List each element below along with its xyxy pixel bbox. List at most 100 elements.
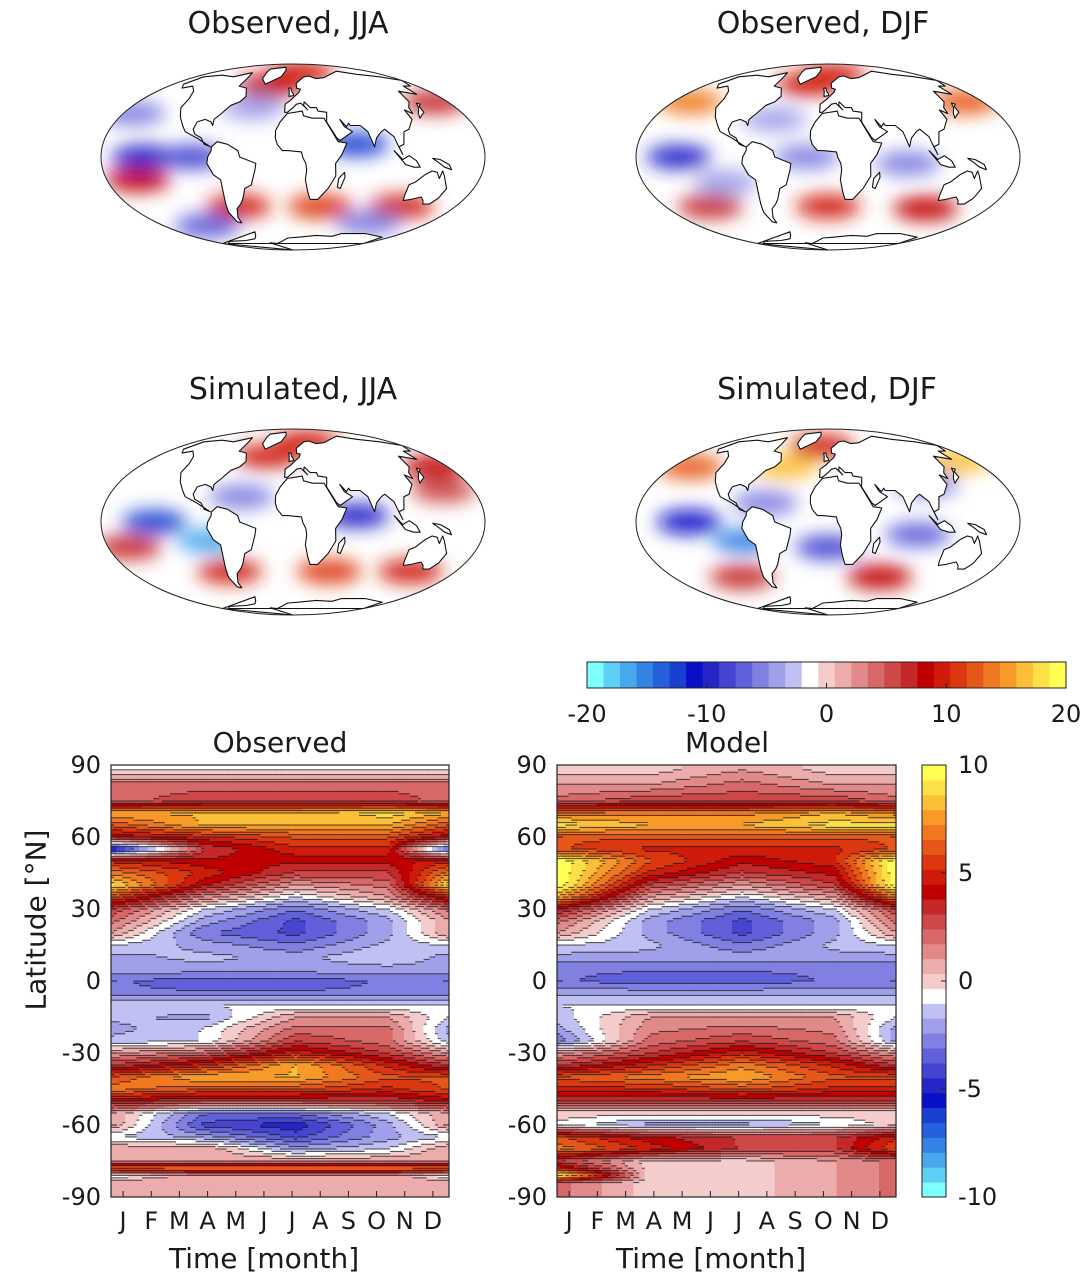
contour-segment — [184, 898, 188, 900]
contour-segment — [164, 874, 168, 876]
contour-segment — [220, 1102, 224, 1104]
contour-segment — [136, 838, 140, 840]
contour-segment — [178, 894, 182, 896]
contour-segment — [184, 846, 188, 848]
contour-segment — [209, 1074, 213, 1076]
contour-segment — [195, 994, 199, 996]
contour-segment — [175, 810, 179, 812]
contour-segment — [203, 1160, 208, 1162]
contour-segment — [113, 826, 117, 828]
contour-segment — [125, 937, 129, 939]
contour-segment — [189, 1064, 193, 1066]
contour-segment — [218, 1069, 222, 1071]
contour-segment — [125, 1179, 129, 1181]
contour-segment — [206, 1064, 210, 1066]
contour-segment — [130, 1167, 134, 1169]
contour-segment — [175, 1105, 179, 1107]
contour-segment — [212, 831, 216, 833]
contour-segment — [178, 858, 182, 860]
contour-segment — [172, 834, 177, 836]
contour-segment — [153, 925, 157, 927]
contour-segment — [172, 1102, 177, 1104]
contour-segment — [147, 853, 151, 855]
contour-segment — [164, 1174, 168, 1176]
contour-segment — [203, 1146, 208, 1148]
hovmoller-cell — [111, 827, 137, 831]
hovmoller-cell — [184, 877, 205, 881]
contour-segment — [218, 1165, 222, 1167]
contour-segment — [158, 915, 162, 917]
contour-segment — [147, 843, 151, 845]
contour-segment — [150, 1105, 154, 1107]
contour-segment — [158, 769, 162, 771]
contour-segment — [218, 769, 222, 771]
contour-segment — [119, 939, 123, 941]
map-anomaly-blob — [646, 144, 712, 170]
contour-segment — [136, 1095, 140, 1097]
contour-segment — [116, 805, 120, 807]
contour-segment — [184, 1105, 188, 1107]
contour-segment — [127, 903, 132, 905]
contour-segment — [130, 1126, 134, 1128]
contour-segment — [175, 807, 179, 809]
hovmoller-cell — [440, 882, 447, 886]
contour-segment — [223, 903, 227, 905]
hovmoller-cell — [136, 873, 166, 876]
hovmoller-cell — [111, 882, 115, 886]
contour-segment — [161, 930, 165, 932]
contour-segment — [156, 1174, 160, 1176]
contour-segment — [172, 1100, 177, 1102]
contour-segment — [150, 1074, 154, 1076]
contour-segment — [167, 999, 171, 1001]
contour-segment — [189, 891, 193, 893]
contour-segment — [144, 1165, 148, 1167]
contour-segment — [203, 1074, 208, 1076]
contour-segment — [127, 973, 132, 975]
hovmoller-cell — [437, 885, 444, 888]
contour-segment — [206, 1126, 210, 1128]
contour-segment — [192, 930, 196, 932]
hovmoller-cell — [412, 849, 419, 852]
contour-segment — [220, 1066, 224, 1068]
contour-segment — [198, 1141, 202, 1143]
contour-segment — [192, 913, 196, 915]
contour-segment — [133, 1100, 137, 1102]
contour-segment — [181, 834, 185, 836]
contour-segment — [201, 1143, 205, 1145]
contour-segment — [189, 1131, 193, 1133]
contour-segment — [181, 949, 185, 951]
contour-segment — [201, 1107, 205, 1109]
contour-segment — [127, 908, 132, 910]
contour-segment — [158, 1105, 162, 1107]
contour-segment — [203, 1095, 208, 1097]
contour-segment — [201, 925, 205, 927]
contour-segment — [130, 994, 134, 996]
contour-segment — [133, 800, 137, 802]
contour-segment — [133, 1165, 137, 1167]
contour-segment — [218, 1088, 222, 1090]
hovmoller-cell — [111, 897, 123, 900]
contour-segment — [167, 850, 171, 852]
contour-segment — [201, 1088, 205, 1090]
contour-segment — [147, 802, 151, 804]
contour-segment — [147, 1141, 151, 1143]
contour-segment — [122, 853, 126, 855]
contour-segment — [127, 1165, 132, 1167]
contour-segment — [184, 774, 188, 776]
contour-segment — [153, 858, 157, 860]
contour-segment — [136, 831, 140, 833]
contour-segment — [172, 1086, 177, 1088]
contour-segment — [153, 838, 157, 840]
contour-segment — [116, 879, 120, 881]
contour-segment — [215, 1107, 219, 1109]
contour-segment — [133, 810, 137, 812]
contour-segment — [144, 1045, 148, 1047]
contour-segment — [206, 1138, 210, 1140]
hovmoller-cell — [201, 832, 290, 836]
contour-segment — [175, 838, 179, 840]
contour-segment — [187, 1162, 191, 1164]
contour-segment — [136, 810, 140, 812]
contour-segment — [125, 891, 129, 893]
hovmoller-cell — [440, 853, 450, 857]
hovmoller-cell — [299, 875, 394, 879]
